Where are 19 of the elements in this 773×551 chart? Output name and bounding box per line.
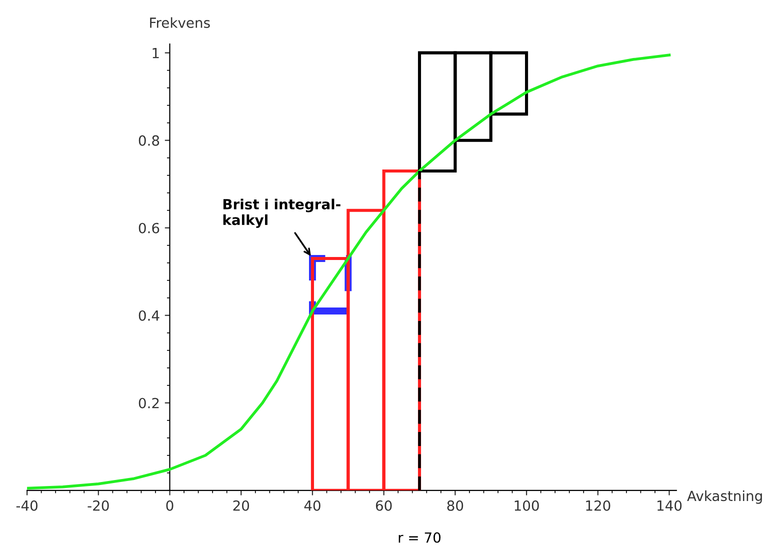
x-tick-label: 80 [447,500,464,511]
x-tick-label: 0 [166,500,174,511]
x-tick-label: -20 [88,500,109,511]
ref-line-label: r = 70 [398,532,441,543]
y-tick-label: 1 [152,48,159,58]
x-axis-title: Avkastning [687,490,762,504]
y-tick-label: 0.2 [138,398,159,408]
y-tick-label: 0.4 [138,310,160,321]
y-tick-label: 0.6 [138,222,160,234]
x-tick-label: 140 [658,500,682,511]
annotation: Brist i integral- kalkyl [223,198,340,228]
x-tick-label: -40 [16,500,38,511]
x-tick-label: 40 [304,500,320,511]
x-tick-label: 60 [376,500,392,511]
x-tick-label: 100 [514,500,539,511]
x-tick-label: 20 [233,500,250,511]
y-tick-label: 0.8 [138,135,160,146]
y-axis-title: Frekvens [150,17,210,28]
x-tick-label: 120 [586,500,610,511]
